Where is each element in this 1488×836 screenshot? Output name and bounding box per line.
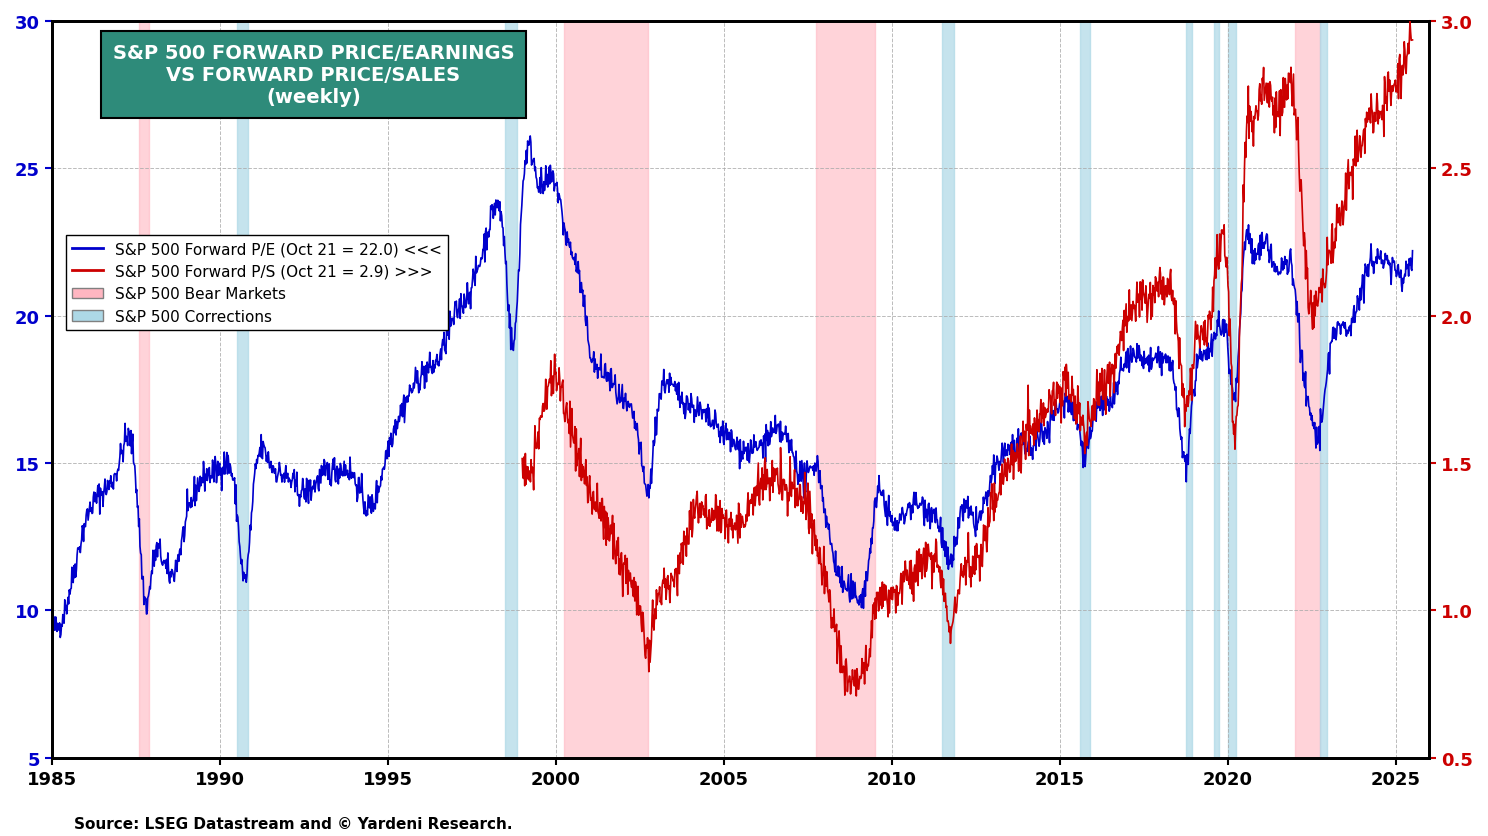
Bar xyxy=(942,22,954,757)
Bar xyxy=(564,22,649,757)
Bar xyxy=(1186,22,1192,757)
Bar xyxy=(1320,22,1327,757)
Text: Source: LSEG Datastream and © Yardeni Research.: Source: LSEG Datastream and © Yardeni Re… xyxy=(74,816,513,831)
Bar xyxy=(815,22,875,757)
Bar xyxy=(506,22,518,757)
Bar xyxy=(1080,22,1091,757)
Bar xyxy=(1295,22,1320,757)
Text: S&P 500 FORWARD PRICE/EARNINGS
VS FORWARD PRICE/SALES
(weekly): S&P 500 FORWARD PRICE/EARNINGS VS FORWAR… xyxy=(113,44,515,107)
Bar xyxy=(140,22,149,757)
Bar xyxy=(237,22,248,757)
Bar xyxy=(1214,22,1219,757)
Bar xyxy=(1228,22,1237,757)
Legend: S&P 500 Forward P/E (Oct 21 = 22.0) <<<, S&P 500 Forward P/S (Oct 21 = 2.9) >>>,: S&P 500 Forward P/E (Oct 21 = 22.0) <<<,… xyxy=(67,236,448,331)
